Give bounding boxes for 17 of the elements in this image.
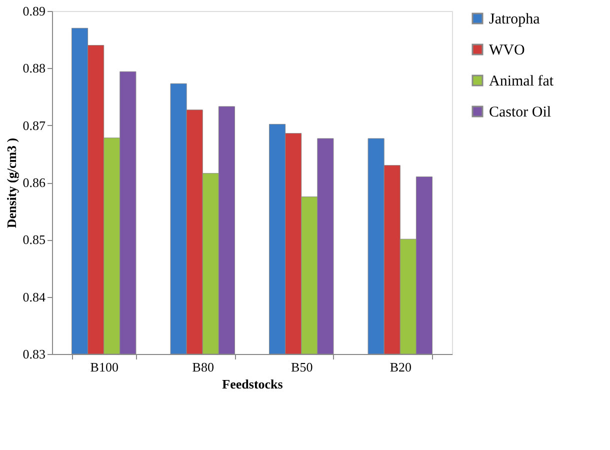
legend-label: Castor Oil — [489, 104, 552, 120]
y-tick-label: 0.83 — [22, 346, 46, 362]
y-tick-label: 0.84 — [22, 289, 46, 304]
x-tick-label: B80 — [192, 360, 214, 374]
legend-label: Animal fat — [489, 74, 554, 90]
y-tick-label: 0.88 — [22, 60, 46, 76]
x-tick-label: B20 — [390, 360, 412, 374]
y-tick-label: 0.85 — [22, 232, 46, 248]
legend-label: Jatropha — [489, 12, 540, 28]
y-tick-label: 0.87 — [22, 118, 46, 133]
x-axis-title: Feedstocks — [222, 376, 283, 392]
x-tick-label: B100 — [90, 360, 118, 374]
y-axis-title: Density (g/cm3 ) — [4, 138, 19, 228]
y-tick-label: 0.86 — [22, 175, 46, 190]
y-tick-label: 0.89 — [22, 4, 46, 18]
x-tick-label: B50 — [291, 360, 313, 374]
legend-label: WVO — [489, 42, 525, 58]
